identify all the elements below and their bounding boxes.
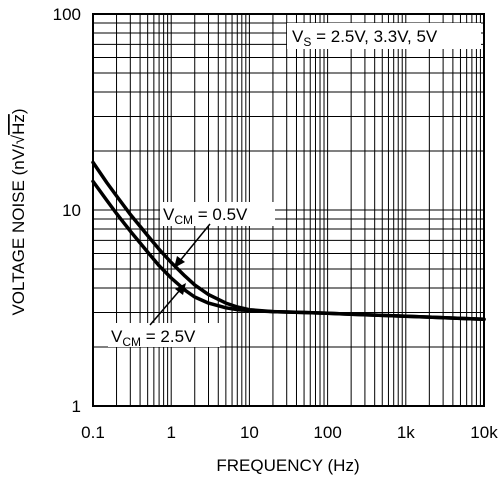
- x-tick-label: 10k: [470, 423, 498, 442]
- svg-text:VCM = 2.5V: VCM = 2.5V: [111, 327, 196, 349]
- x-tick-label: 100: [313, 423, 341, 442]
- x-tick-label: 0.1: [81, 423, 105, 442]
- y-axis-title: VOLTAGE NOISE (nV/√Hz): [9, 108, 28, 315]
- svg-text:VS = 2.5V, 3.3V, 5V: VS = 2.5V, 3.3V, 5V: [292, 27, 438, 49]
- svg-text:VOLTAGE NOISE (nV/√Hz): VOLTAGE NOISE (nV/√Hz): [9, 108, 28, 315]
- data-curves: [91, 160, 486, 322]
- supply-voltage-label: VS = 2.5V, 3.3V, 5V: [287, 23, 481, 49]
- y-tick-label: 100: [53, 5, 81, 24]
- arrow-vcm-0.5v: [174, 223, 211, 268]
- x-tick-label: 10: [240, 423, 259, 442]
- series-label-vcm-2.5v: VCM = 2.5V: [108, 323, 220, 349]
- series-label-vcm-0.5v: VCM = 0.5V: [160, 202, 275, 227]
- plot-frame: [92, 13, 485, 407]
- x-axis-title: FREQUENCY (Hz): [216, 456, 359, 475]
- x-tick-label: 1k: [397, 423, 415, 442]
- y-tick-label: 1: [72, 397, 81, 416]
- x-tick-label: 1: [166, 423, 175, 442]
- arrow-vcm-2.5v: [149, 283, 186, 326]
- svg-text:VCM = 0.5V: VCM = 0.5V: [163, 205, 248, 227]
- series-line-vcm-2.5v: [91, 179, 486, 322]
- grid-lines: [92, 14, 484, 407]
- y-tick-label: 10: [62, 201, 81, 220]
